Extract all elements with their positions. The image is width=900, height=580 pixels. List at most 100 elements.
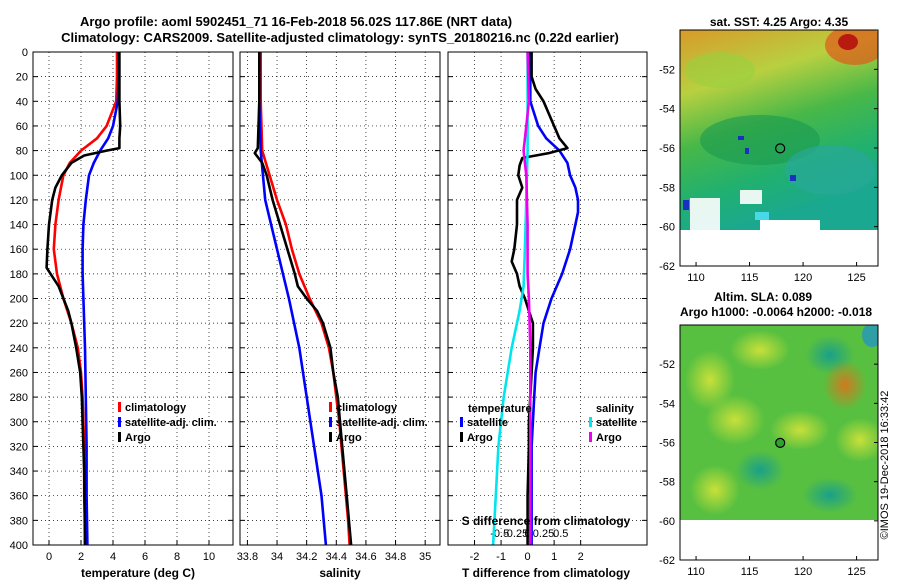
series-line-salinity-argo xyxy=(522,51,532,545)
x-tick-label: 0 xyxy=(525,551,531,563)
s-difference-xlabel: S difference from climatology xyxy=(462,514,631,528)
temperature-panel: 0 2 4 6 8 10020406080100120140160180200220240… xyxy=(10,47,234,563)
sla-map-image xyxy=(680,325,878,520)
legend-label-climatology: climatology xyxy=(125,402,187,414)
legend-label-argo: Argo xyxy=(336,432,362,444)
map-lat-tick-label: -58 xyxy=(659,182,675,194)
legend-label-climatology: climatology xyxy=(336,402,398,414)
depth-tick-label: 340 xyxy=(10,466,28,478)
depth-tick-label: 140 xyxy=(10,220,28,232)
depth-tick-label: 400 xyxy=(10,540,28,552)
map-lon-tick-label: 115 xyxy=(741,272,759,284)
plot-background xyxy=(448,52,647,545)
s-diff-tick-label: 0.25 xyxy=(533,528,554,540)
map-lat-tick-label: -58 xyxy=(659,477,675,489)
x-tick-label: 1 xyxy=(551,551,557,563)
map-lat-tick-label: -54 xyxy=(659,104,675,116)
legend-swatch-s-argo xyxy=(589,432,592,442)
legend-label-s-argo: Argo xyxy=(596,432,622,444)
depth-tick-label: 160 xyxy=(10,244,28,256)
x-tick-label: 4 xyxy=(110,551,116,563)
legend-swatch-climatology xyxy=(329,402,332,412)
difference-panel: -2 -1 0 1 2-0.5-0.250 0.250.5 xyxy=(447,51,648,563)
series-line-argo xyxy=(45,52,122,546)
map-lat-tick-label: -54 xyxy=(659,398,675,410)
depth-tick-label: 120 xyxy=(10,195,28,207)
legend-title-salinity: salinity xyxy=(596,403,635,415)
plot-frame xyxy=(32,51,234,546)
depth-tick-label: 200 xyxy=(10,294,28,306)
depth-tick-label: 80 xyxy=(16,146,28,158)
x-tick-label: -1 xyxy=(496,551,506,563)
map-lon-tick-label: 120 xyxy=(794,272,812,284)
map-lon-tick-label: 125 xyxy=(847,272,865,284)
x-tick-label: 2 xyxy=(78,551,84,563)
map-lat-tick-label: -56 xyxy=(659,438,675,450)
plot-frame xyxy=(239,51,441,546)
depth-tick-label: 280 xyxy=(10,392,28,404)
legend-label-t-argo: Argo xyxy=(467,432,493,444)
x-tick-label: 34.4 xyxy=(326,551,347,563)
s-diff-tick-label: -0.25 xyxy=(503,528,528,540)
sla-map: 110 115 120 125 -52 -54 -56 -58 -60 -62 xyxy=(659,324,879,578)
map-lat-tick-label: -56 xyxy=(659,143,675,155)
map-lat-tick-label: -52 xyxy=(659,64,675,76)
legend-swatch-climatology xyxy=(118,402,121,412)
x-tick-label: 34.6 xyxy=(355,551,376,563)
sst-map-ticks: 110 115 120 125 -52 -54 -56 -58 -60 -62 xyxy=(659,64,878,284)
series-line-argo xyxy=(253,52,353,546)
depth-tick-label: 40 xyxy=(16,96,28,108)
depth-tick-label: 100 xyxy=(10,170,28,182)
legend-label-s-satellite: satellite xyxy=(596,417,637,429)
legend-label-argo: Argo xyxy=(125,432,151,444)
legend-label-satellite-adj: satellite-adj. clim. xyxy=(336,417,428,429)
map-lon-tick-label: 125 xyxy=(847,566,865,578)
chart-title: Argo profile: aoml 5902451_71 16-Feb-201… xyxy=(80,14,512,29)
difference-legend: temperature satellite Argo salinity sate… xyxy=(460,403,637,444)
legend-swatch-argo xyxy=(118,432,121,442)
x-tick-label: 34.8 xyxy=(385,551,406,563)
x-tick-label: 8 xyxy=(174,551,180,563)
map-lat-tick-label: -52 xyxy=(659,359,675,371)
x-tick-label: 2 xyxy=(578,551,584,563)
x-tick-label: -2 xyxy=(470,551,480,563)
sst-map-image xyxy=(680,30,878,230)
series-line-salinity-satellite xyxy=(491,52,529,546)
depth-tick-label: 380 xyxy=(10,515,28,527)
legend-label-t-satellite: satellite xyxy=(467,417,508,429)
map-lon-tick-label: 110 xyxy=(687,566,705,578)
legend-swatch-s-satellite xyxy=(589,417,592,427)
series-line-satellite-adj-clim- xyxy=(81,52,120,546)
depth-tick-label: 240 xyxy=(10,343,28,355)
x-tick-label: 34 xyxy=(271,551,283,563)
sst-map: 110 115 120 125 -52 -54 -56 -58 -60 -62 xyxy=(659,29,879,284)
series-line-temperature-satellite xyxy=(528,52,580,545)
depth-tick-label: 0 xyxy=(22,47,28,59)
sla-map-title: Altim. SLA: 0.089 xyxy=(714,290,812,304)
depth-tick-label: 20 xyxy=(16,72,28,84)
depth-tick-label: 360 xyxy=(10,491,28,503)
x-tick-label: 6 xyxy=(142,551,148,563)
legend-swatch-satellite-adj xyxy=(329,417,332,427)
t-difference-xlabel: T difference from climatology xyxy=(462,566,630,580)
depth-tick-label: 220 xyxy=(10,318,28,330)
legend-title-temperature: temperature xyxy=(468,403,532,415)
legend-swatch-t-satellite xyxy=(460,417,463,427)
map-lat-tick-label: -60 xyxy=(659,516,675,528)
salinity-legend: climatology satellite-adj. clim. Argo xyxy=(329,402,428,444)
sla-map-subtitle: Argo h1000: -0.0064 h2000: -0.018 xyxy=(680,305,872,319)
chart-subtitle: Climatology: CARS2009. Satellite-adjuste… xyxy=(61,30,619,45)
temperature-xlabel: temperature (deg C) xyxy=(81,566,195,580)
map-lon-tick-label: 120 xyxy=(794,566,812,578)
depth-tick-label: 320 xyxy=(10,441,28,453)
depth-tick-label: 300 xyxy=(10,417,28,429)
imos-credit: ©IMOS 19-Dec-2018 16:33:42 xyxy=(879,391,891,540)
x-tick-label: 33.8 xyxy=(237,551,258,563)
depth-tick-label: 260 xyxy=(10,367,28,379)
argo-float-marker xyxy=(775,143,786,154)
map-lat-tick-label: -62 xyxy=(659,555,675,567)
map-lon-tick-label: 110 xyxy=(687,272,705,284)
sla-map-ticks: 110 115 120 125 -52 -54 -56 -58 -60 -62 xyxy=(659,359,878,578)
map-lat-tick-label: -62 xyxy=(659,261,675,273)
temperature-legend: climatology satellite-adj. clim. Argo xyxy=(118,402,217,444)
